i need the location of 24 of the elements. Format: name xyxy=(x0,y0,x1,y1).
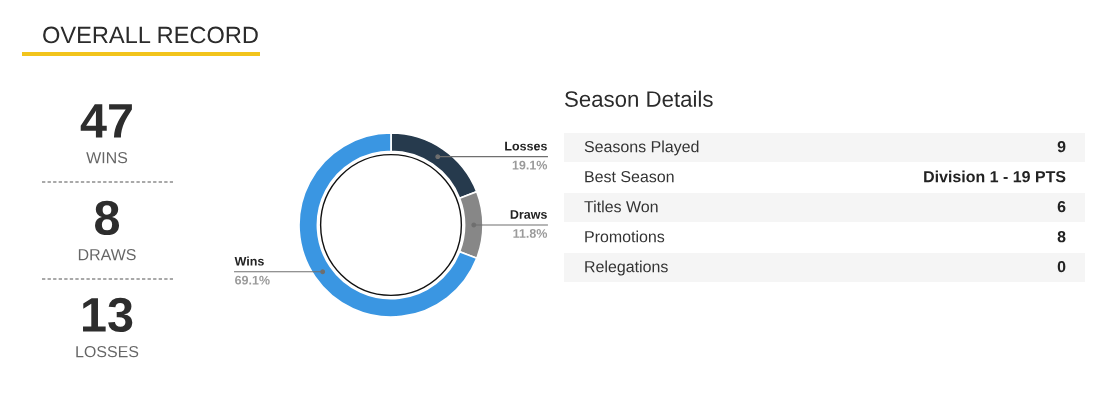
category-label: DRAWS xyxy=(78,248,136,261)
text: 9 xyxy=(1057,140,1066,153)
data-label: 13 xyxy=(83,297,133,333)
text: Division 1 - 19 PTS xyxy=(924,170,1066,183)
text: 0 xyxy=(1057,260,1066,273)
data-label: 19.1% xyxy=(512,160,548,170)
category-label: Titles Won xyxy=(584,200,658,213)
data-label: 11.8% xyxy=(513,229,548,238)
slice-label: Draws xyxy=(510,210,547,219)
category-label: Best Season xyxy=(585,170,674,183)
data-label: 69.1% xyxy=(235,275,270,285)
text: OVERALL RECORD xyxy=(43,26,258,44)
slice-label: Losses xyxy=(505,141,547,151)
data-label: 47 xyxy=(80,104,132,138)
category-label: Promotions xyxy=(585,230,665,243)
slice-label: Wins xyxy=(234,256,264,266)
text: 6 xyxy=(1057,200,1066,213)
text: Season Details xyxy=(565,90,713,107)
category-label: Relegations xyxy=(585,260,668,276)
data-label: 8 xyxy=(95,200,120,236)
category-label: WINS xyxy=(86,151,128,164)
category-label: Seasons Played xyxy=(584,140,699,156)
text: 8 xyxy=(1057,230,1066,243)
category-label: LOSSES xyxy=(76,345,139,358)
